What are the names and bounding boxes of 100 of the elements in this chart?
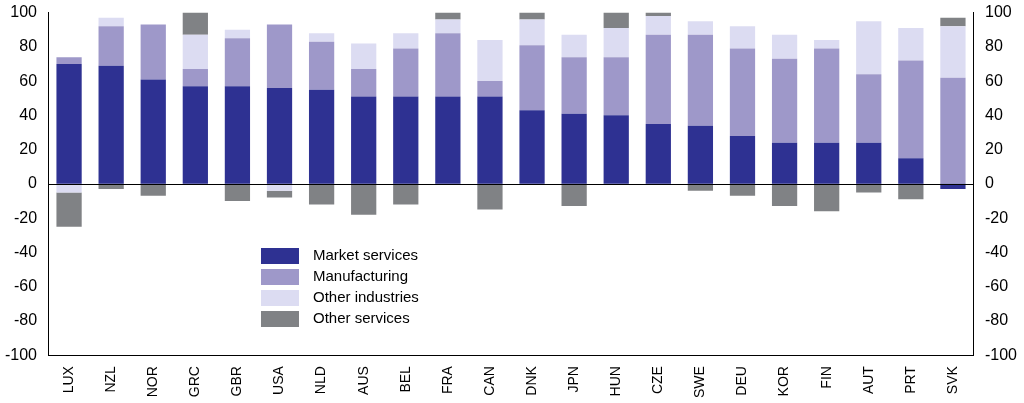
legend-label: Other services bbox=[312, 309, 410, 327]
x-tick-label: SWE bbox=[691, 366, 708, 398]
x-tick-label: DNK bbox=[522, 365, 539, 396]
y2-tick-label: -100 bbox=[984, 345, 1018, 363]
bar bbox=[603, 115, 629, 184]
bar bbox=[308, 183, 335, 205]
y-tick-label: -60 bbox=[13, 277, 38, 295]
bar bbox=[898, 28, 924, 61]
legend-label: Other industries bbox=[312, 288, 419, 306]
bar bbox=[687, 34, 714, 126]
y-tick-label: 100 bbox=[10, 3, 38, 21]
bar bbox=[351, 96, 377, 184]
bar bbox=[140, 183, 166, 196]
bar bbox=[56, 192, 82, 227]
x-tick-label: FRA bbox=[438, 365, 455, 395]
bar bbox=[351, 43, 377, 70]
bar bbox=[98, 17, 124, 27]
x-tick-label: DEU bbox=[733, 366, 750, 396]
bar bbox=[940, 17, 966, 27]
bar bbox=[308, 41, 335, 90]
bar bbox=[224, 29, 251, 39]
x-tick-label: KOR bbox=[775, 366, 792, 397]
bar bbox=[56, 63, 82, 184]
bar bbox=[771, 183, 798, 207]
bar bbox=[477, 40, 503, 82]
bar bbox=[98, 26, 124, 66]
bar bbox=[435, 19, 461, 34]
y-tick-label: 60 bbox=[19, 71, 38, 89]
y2-tick-label: -60 bbox=[984, 277, 1009, 295]
bar bbox=[224, 183, 251, 201]
bar bbox=[393, 33, 419, 49]
y2-tick-label: 40 bbox=[984, 105, 1003, 123]
x-tick-label: NOR bbox=[144, 366, 161, 398]
bar bbox=[814, 142, 840, 184]
bar bbox=[308, 33, 335, 42]
x-tick-label: PRT bbox=[901, 365, 918, 394]
bar bbox=[435, 33, 461, 97]
bar bbox=[477, 96, 503, 184]
y2-tick-label: -80 bbox=[984, 311, 1009, 329]
bar bbox=[729, 135, 756, 184]
y-tick-label: 40 bbox=[19, 105, 38, 123]
bar bbox=[645, 123, 671, 184]
x-tick-label: CAN bbox=[480, 366, 497, 396]
legend-label: Manufacturing bbox=[312, 267, 409, 285]
x-tick-label: CZE bbox=[649, 366, 666, 395]
bar bbox=[182, 34, 208, 70]
y2-tick-label: 80 bbox=[984, 37, 1003, 55]
x-tick-label: FIN bbox=[817, 366, 834, 389]
bar bbox=[56, 57, 82, 64]
bar bbox=[351, 69, 377, 97]
x-tick-label: GRC bbox=[186, 366, 203, 398]
x-tick-label: BEL bbox=[396, 365, 413, 393]
bar bbox=[266, 87, 293, 184]
bar bbox=[561, 57, 587, 114]
bar bbox=[393, 96, 419, 184]
bar bbox=[771, 142, 798, 184]
bar bbox=[266, 24, 293, 88]
bar bbox=[393, 183, 419, 205]
x-tick-label: NLD bbox=[312, 366, 329, 395]
bar bbox=[771, 34, 798, 59]
bar bbox=[814, 48, 840, 143]
bar bbox=[519, 12, 545, 20]
bar bbox=[729, 183, 756, 196]
bar bbox=[519, 110, 545, 184]
y2-tick-label: 20 bbox=[984, 140, 1003, 158]
x-tick-label: LUX bbox=[59, 365, 76, 394]
y-tick-label: -80 bbox=[13, 311, 38, 329]
bar bbox=[477, 183, 503, 210]
x-tick-label: JPN bbox=[564, 366, 581, 393]
y2-tick-label: -40 bbox=[984, 242, 1009, 260]
bar bbox=[729, 48, 756, 136]
bar bbox=[308, 89, 335, 184]
bar bbox=[603, 57, 629, 116]
x-tick-label: USA bbox=[270, 365, 287, 395]
y2-tick-label: 60 bbox=[984, 71, 1003, 89]
y-tick-label: 0 bbox=[28, 174, 38, 192]
bar bbox=[898, 60, 924, 159]
bar bbox=[645, 34, 671, 124]
bar bbox=[266, 190, 293, 198]
legend-label: Market services bbox=[312, 246, 419, 264]
bar bbox=[814, 183, 840, 212]
y-tick-label: -20 bbox=[13, 208, 38, 226]
bar bbox=[940, 77, 966, 184]
bar bbox=[898, 158, 924, 184]
x-tick-label: AUS bbox=[354, 366, 371, 395]
x-tick-label: HUN bbox=[607, 366, 624, 397]
bar bbox=[182, 69, 208, 87]
bar bbox=[856, 21, 882, 75]
bar bbox=[561, 113, 587, 184]
y2-tick-label: -20 bbox=[984, 208, 1009, 226]
bar bbox=[182, 86, 208, 184]
bar bbox=[729, 26, 756, 49]
bar bbox=[856, 142, 882, 184]
x-tick-label: SVK bbox=[943, 365, 960, 395]
bar bbox=[519, 45, 545, 111]
y-tick-label: -40 bbox=[13, 242, 38, 260]
bar bbox=[140, 79, 166, 184]
bar bbox=[435, 96, 461, 184]
bar bbox=[561, 183, 587, 207]
bar bbox=[393, 48, 419, 97]
